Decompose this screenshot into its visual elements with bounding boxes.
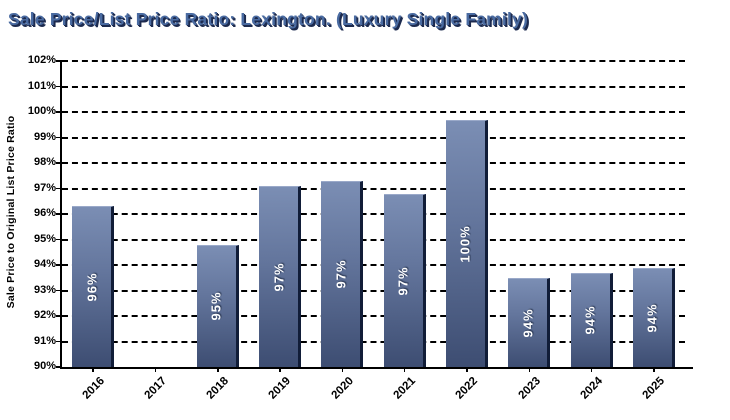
y-tick (56, 289, 62, 292)
gridline (62, 187, 685, 190)
gridline (62, 238, 685, 241)
gridline (62, 264, 685, 266)
bar: 97% (383, 193, 426, 367)
gridline (62, 340, 685, 343)
y-tick (56, 111, 62, 113)
y-tick-label: 94% (33, 258, 56, 270)
x-tick (341, 367, 344, 372)
bar-value-label: 97% (395, 266, 411, 296)
bar: 94% (570, 272, 613, 367)
gridline (62, 162, 685, 164)
bar: 96% (72, 206, 115, 367)
y-tick-label: 99% (33, 130, 56, 143)
y-tick-label: 102% (27, 54, 56, 66)
x-tick-label: 2025 (640, 375, 668, 402)
bar: 95% (196, 244, 239, 367)
x-tick-label: 2023 (516, 375, 543, 402)
gridline (62, 136, 685, 139)
bar-value-label: 100% (457, 225, 473, 263)
bar-value-label: 97% (271, 262, 286, 292)
y-tick (56, 315, 62, 317)
gridline (62, 289, 685, 292)
x-tick-label: 2024 (578, 375, 606, 402)
y-tick-label: 96% (33, 207, 56, 219)
y-tick-label: 91% (33, 334, 56, 347)
y-axis-line (60, 61, 62, 369)
bar-value-label: 97% (333, 259, 349, 289)
x-tick (653, 367, 655, 372)
x-axis-line (60, 367, 693, 369)
y-tick-label: 100% (27, 105, 56, 117)
y-tick (56, 85, 62, 88)
bar: 100% (445, 119, 488, 367)
x-tick (403, 367, 406, 372)
x-tick-label: 2016 (80, 375, 107, 402)
y-tick (56, 366, 62, 368)
x-tick-label: 2020 (329, 375, 356, 402)
y-tick-label: 97% (33, 181, 56, 194)
x-tick (590, 367, 593, 372)
y-tick-label: 98% (33, 156, 56, 168)
bar: 97% (321, 180, 364, 367)
y-tick (56, 60, 62, 62)
bar-value-label: 94% (520, 308, 536, 338)
bar: 94% (632, 267, 675, 367)
x-tick-label: 2019 (266, 375, 294, 402)
chart-title: Sale Price/List Price Ratio: Lexington. … (8, 9, 529, 29)
gridline (62, 111, 685, 113)
y-tick-label: 101% (27, 79, 56, 92)
y-tick-label: 92% (33, 309, 56, 321)
y-tick-label: 90% (33, 360, 56, 372)
y-tick (56, 136, 62, 139)
y-tick-label: 93% (33, 283, 56, 296)
x-tick-label: 2021 (391, 375, 419, 402)
y-tick (56, 340, 62, 343)
x-tick-label: 2017 (142, 375, 169, 402)
x-tick (217, 367, 219, 372)
gridline (62, 213, 685, 215)
x-tick (154, 367, 157, 372)
y-tick (56, 187, 62, 190)
bar-value-label: 95% (208, 291, 224, 321)
bar-value-label: 94% (582, 305, 598, 335)
bar: 97% (259, 186, 301, 367)
gridline (62, 315, 685, 317)
x-tick (466, 367, 468, 372)
gridline (62, 60, 685, 62)
x-tick-label: 2018 (204, 375, 232, 402)
bar-value-label: 96% (84, 272, 100, 302)
bar-value-label: 94% (644, 303, 660, 333)
y-tick (56, 238, 62, 241)
y-tick-label: 95% (33, 232, 56, 245)
x-tick (279, 367, 281, 372)
x-tick (528, 367, 530, 372)
y-tick (56, 162, 62, 164)
y-tick (56, 213, 62, 215)
x-tick (92, 367, 94, 372)
y-tick (56, 264, 62, 266)
gridline (62, 85, 685, 88)
x-tick-label: 2022 (453, 375, 481, 402)
bar: 94% (508, 277, 551, 368)
